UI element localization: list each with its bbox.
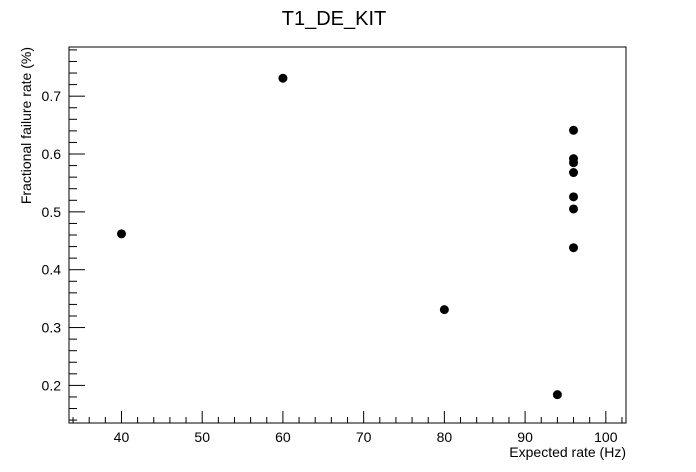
y-tick-label: 0.7 [42,88,62,104]
x-tick-label: 80 [437,429,453,445]
data-point [569,158,579,168]
y-tick-labels: 0.2 0.3 0.4 0.5 0.6 0.7 [42,88,62,393]
data-point [569,125,579,135]
data-point [116,229,126,239]
y-axis-title: Fractional failure rate (%) [18,47,34,204]
x-tick-label: 50 [194,429,210,445]
x-major-ticks [120,411,607,423]
data-point [569,192,579,202]
plot-frame [68,46,627,424]
x-tick-label: 40 [114,429,130,445]
x-minor-ticks [72,417,623,423]
x-tick-label: 90 [517,429,533,445]
x-axis-title: Expected rate (Hz) [509,444,626,460]
data-point [439,305,449,315]
data-point [278,73,288,83]
y-tick-label: 0.2 [42,377,62,393]
data-point [569,204,579,214]
x-tick-labels: 40 50 60 70 80 90 100 [114,429,618,445]
data-point [569,168,579,178]
y-tick-label: 0.4 [42,262,62,278]
data-point [569,243,579,253]
chart-title: T1_DE_KIT [282,8,386,30]
data-point [552,390,562,400]
data-points [116,73,579,400]
x-tick-label: 70 [356,429,372,445]
x-tick-label: 60 [275,429,291,445]
y-tick-label: 0.3 [42,320,62,336]
y-minor-ticks [69,49,77,421]
x-tick-label: 100 [594,429,618,445]
y-tick-label: 0.5 [42,204,62,220]
y-major-ticks [69,95,85,386]
y-tick-label: 0.6 [42,146,62,162]
